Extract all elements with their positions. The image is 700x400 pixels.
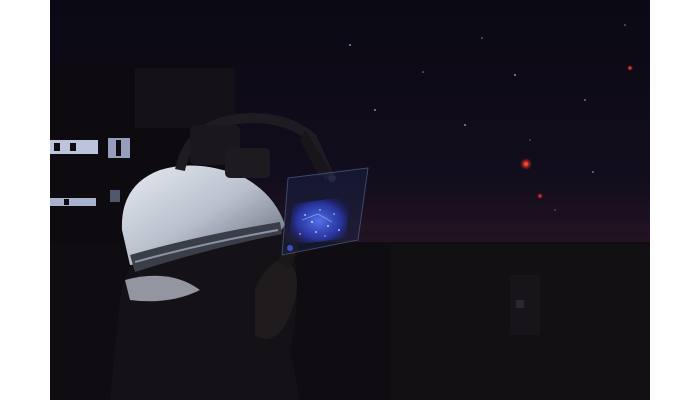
stars: [349, 24, 626, 211]
helmet: [121, 165, 286, 302]
lit-window: [50, 198, 96, 206]
display-glow: [288, 196, 350, 246]
night-sky-photo: [50, 0, 650, 400]
ar-display: [281, 167, 369, 256]
photo-scene: [50, 0, 650, 400]
headset-mount: [175, 112, 336, 182]
red-stars: [520, 65, 633, 199]
